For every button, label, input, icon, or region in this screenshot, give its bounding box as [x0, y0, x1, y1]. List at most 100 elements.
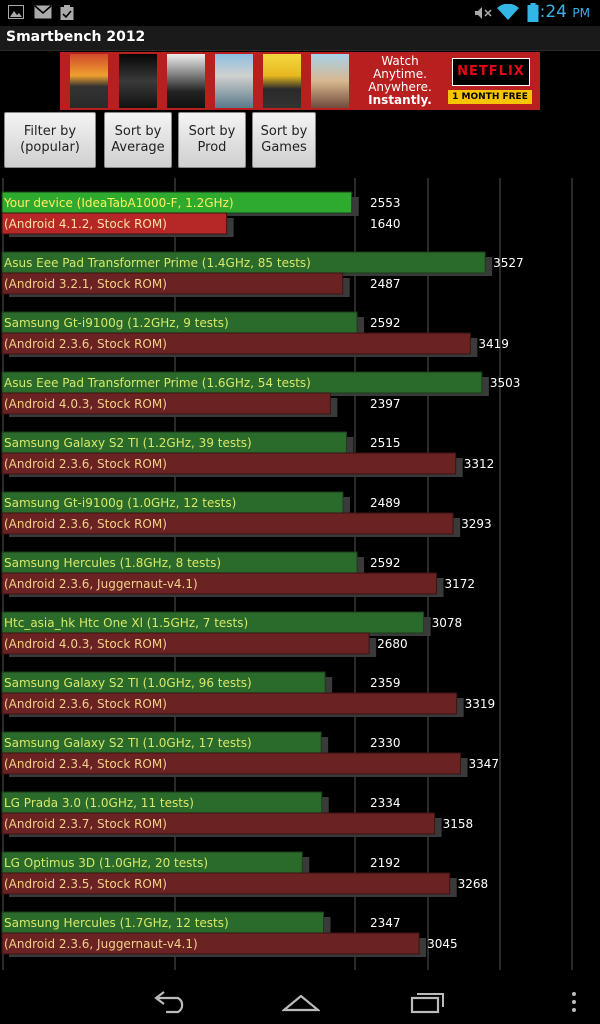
- ad-poster-5: [263, 54, 301, 108]
- bar-bottom-3: [1, 392, 331, 415]
- value-label-bottom: 3172: [445, 577, 476, 591]
- clock-time: 4:24: [528, 2, 567, 22]
- clock: 4:24 PM: [529, 2, 590, 22]
- device-label: Asus Eee Pad Transformer Prime (1.4GHz, …: [4, 256, 311, 270]
- value-label-bottom: 3347: [468, 757, 499, 771]
- bar-bottom-6: [1, 572, 438, 595]
- page-title: Smartbench 2012: [6, 29, 146, 45]
- ad-tagline: Watch Anytime. Anywhere. Instantly.: [360, 55, 440, 107]
- rom-label: (Android 2.3.5, Stock ROM): [4, 877, 167, 891]
- bar-bottom-0: [1, 212, 228, 235]
- value-label-top: 3503: [490, 376, 521, 390]
- value-label-top: 2334: [370, 796, 401, 810]
- clipboard-check-icon: [60, 5, 74, 20]
- rom-label: (Android 2.3.6, Juggernaut-v4.1): [4, 577, 198, 591]
- value-label-top: 2553: [370, 196, 401, 210]
- title-bar: Smartbench 2012: [0, 26, 600, 51]
- value-label-top: 2515: [370, 436, 401, 450]
- home-icon[interactable]: [282, 990, 320, 1014]
- rom-label: (Android 4.1.2, Stock ROM): [4, 217, 167, 231]
- value-label-bottom: 3158: [443, 817, 474, 831]
- battery-icon: [527, 3, 539, 22]
- ad-tagline-1: Watch: [381, 54, 419, 68]
- ad-poster-4: [215, 54, 253, 108]
- device-label: Samsung Gt-i9100g (1.0GHz, 12 tests): [4, 496, 236, 510]
- gmail-icon: [34, 5, 52, 19]
- value-label-bottom: 3319: [465, 697, 496, 711]
- device-label: LG Optimus 3D (1.0GHz, 20 tests): [4, 856, 208, 870]
- rom-label: (Android 2.3.6, Stock ROM): [4, 697, 167, 711]
- rom-label: (Android 2.3.4, Stock ROM): [4, 757, 167, 771]
- ad-offer: 1 MONTH FREE: [448, 90, 532, 104]
- recent-apps-icon[interactable]: [410, 990, 448, 1014]
- ad-poster-3: [167, 54, 205, 108]
- value-label-top: 2592: [370, 316, 401, 330]
- device-label: Samsung Galaxy S2 TI (1.0GHz, 17 tests): [4, 736, 252, 750]
- ad-poster-2: [119, 54, 157, 108]
- device-label: Samsung Gt-i9100g (1.2GHz, 9 tests): [4, 316, 229, 330]
- bar-bottom-2: [1, 332, 471, 355]
- sort-prod-button[interactable]: Sort by Prod: [178, 112, 246, 168]
- sort-games-button[interactable]: Sort by Games: [252, 112, 316, 168]
- device-label: Samsung Galaxy S2 TI (1.2GHz, 39 tests): [4, 436, 252, 450]
- device-label: Samsung Galaxy S2 TI (1.0GHz, 96 tests): [4, 676, 252, 690]
- netflix-logo: NETFLIX: [452, 58, 530, 86]
- navigation-bar: [0, 980, 600, 1024]
- device-label: Htc_asia_hk Htc One Xl (1.5GHz, 7 tests): [4, 616, 248, 630]
- rom-label: (Android 2.3.7, Stock ROM): [4, 817, 167, 831]
- value-label-top: 2330: [370, 736, 401, 750]
- value-label-bottom: 3312: [464, 457, 495, 471]
- value-label-top: 2347: [370, 916, 401, 930]
- rom-label: (Android 2.3.6, Stock ROM): [4, 457, 167, 471]
- device-label: Samsung Hercules (1.7GHz, 12 tests): [4, 916, 229, 930]
- benchmark-chart[interactable]: Your device (IdeaTabA1000-F, 1.2GHz) (And…: [0, 178, 600, 970]
- rom-label: (Android 4.0.3, Stock ROM): [4, 637, 167, 651]
- filter-popular-button[interactable]: Filter by (popular): [4, 112, 96, 168]
- clock-ampm: PM: [572, 6, 590, 20]
- sort-average-button[interactable]: Sort by Average: [104, 112, 172, 168]
- rom-label: (Android 2.3.6, Stock ROM): [4, 337, 167, 351]
- value-label-top: 2489: [370, 496, 401, 510]
- wifi-icon: [497, 4, 519, 20]
- value-label-bottom: 3268: [458, 877, 489, 891]
- bar-bottom-5: [1, 512, 454, 535]
- device-label: LG Prada 3.0 (1.0GHz, 11 tests): [4, 796, 194, 810]
- mute-icon: [475, 7, 492, 19]
- ad-poster-6: [311, 54, 349, 108]
- bar-bottom-1: [1, 272, 344, 295]
- device-label: Asus Eee Pad Transformer Prime (1.6GHz, …: [4, 376, 311, 390]
- value-label-top: 2592: [370, 556, 401, 570]
- sort-button-bar: Filter by (popular) Sort by Average Sort…: [0, 110, 600, 174]
- rom-label: (Android 4.0.3, Stock ROM): [4, 397, 167, 411]
- ad-banner[interactable]: Watch Anytime. Anywhere. Instantly. NETF…: [60, 52, 540, 110]
- ad-poster-1: [70, 54, 108, 108]
- value-label-top: 2359: [370, 676, 401, 690]
- bar-bottom-10: [1, 812, 436, 835]
- gallery-icon: [8, 5, 24, 19]
- device-label: Your device (IdeaTabA1000-F, 1.2GHz): [3, 196, 234, 210]
- bar-bottom-8: [1, 692, 458, 715]
- value-label-top: 2192: [370, 856, 401, 870]
- ad-tagline-2: Anytime.: [373, 67, 427, 81]
- device-label: Samsung Hercules (1.8GHz, 8 tests): [4, 556, 221, 570]
- value-label-bottom: 3045: [427, 937, 458, 951]
- ad-tagline-3: Anywhere.: [368, 80, 432, 94]
- value-label-bottom: 2487: [370, 277, 401, 291]
- value-label-top: 3078: [432, 616, 463, 630]
- rom-label: (Android 3.2.1, Stock ROM): [4, 277, 167, 291]
- bar-bottom-12: [1, 932, 420, 955]
- rom-label: (Android 2.3.6, Juggernaut-v4.1): [4, 937, 198, 951]
- back-icon[interactable]: [152, 990, 190, 1014]
- bar-bottom-4: [1, 452, 457, 475]
- bar-bottom-11: [1, 872, 451, 895]
- value-label-top: 3527: [493, 256, 524, 270]
- value-label-bottom: 2397: [370, 397, 401, 411]
- rom-label: (Android 2.3.6, Stock ROM): [4, 517, 167, 531]
- bar-bottom-9: [1, 752, 461, 775]
- bar-bottom-7: [1, 632, 370, 655]
- status-bar: 4:24 PM: [0, 0, 600, 26]
- value-label-bottom: 2680: [377, 637, 408, 651]
- overflow-menu-icon[interactable]: [568, 990, 580, 1014]
- value-label-bottom: 1640: [370, 217, 401, 231]
- value-label-bottom: 3419: [478, 337, 509, 351]
